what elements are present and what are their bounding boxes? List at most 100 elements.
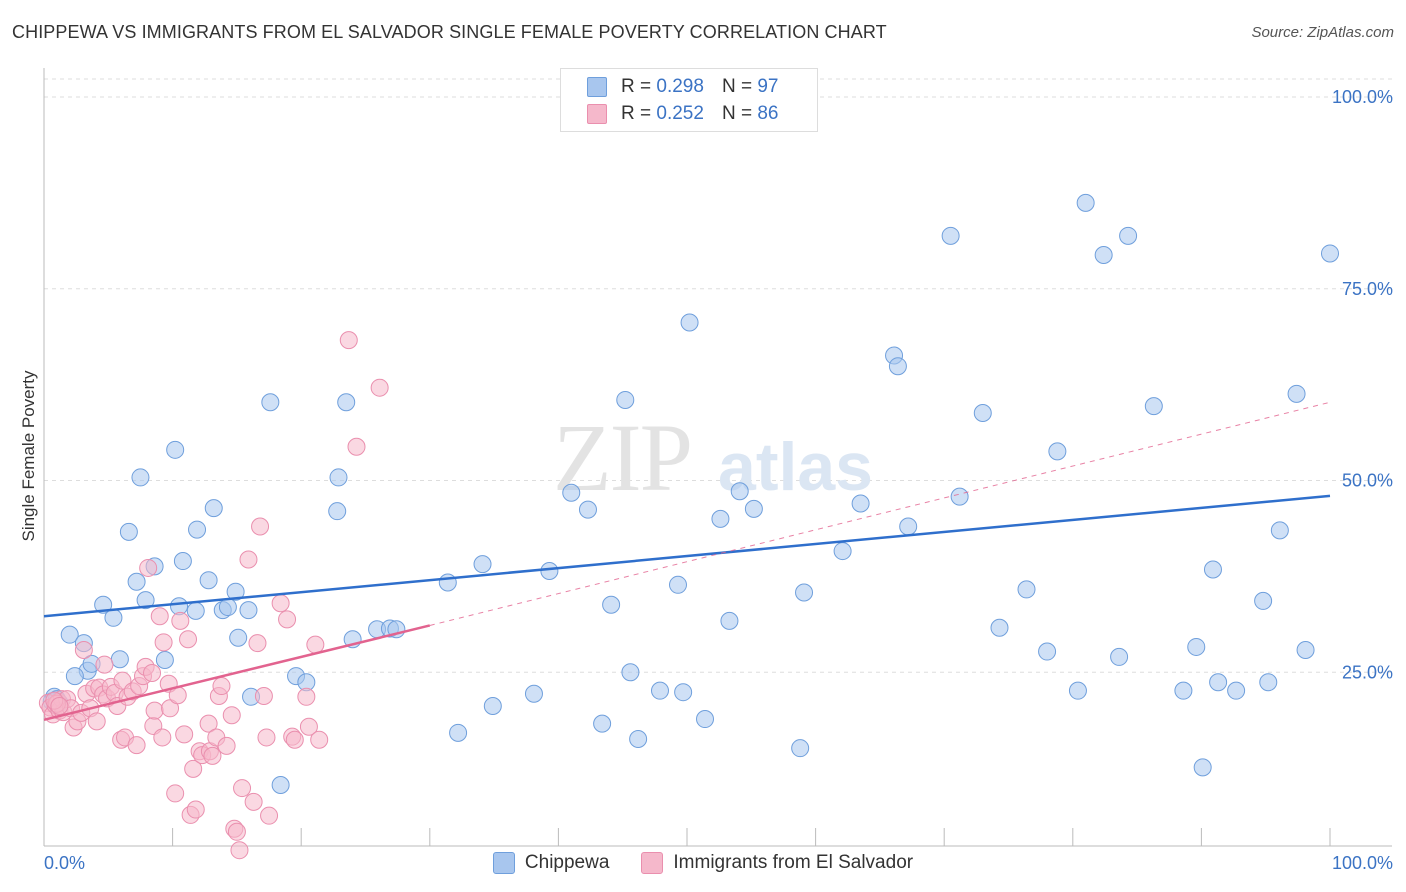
el-salvador-trend-line (43, 624, 431, 722)
el-salvador-point (370, 378, 389, 397)
legend-n-label: N = (721, 76, 753, 97)
el-salvador-point (297, 687, 316, 706)
chippewa-point (950, 487, 969, 506)
legend-r-value: 0.252 (656, 103, 704, 124)
chippewa-point (119, 522, 138, 541)
x-tick-label-min: 0.0% (44, 853, 85, 873)
chippewa-point (131, 468, 150, 487)
el-salvador-points (38, 331, 389, 860)
chippewa-point (973, 404, 992, 423)
chippewa-point (696, 710, 715, 729)
chippewa-point (261, 393, 280, 412)
el-salvador-point (248, 634, 267, 653)
chippewa-point (524, 684, 543, 703)
series-label-el-salvador: Immigrants from El Salvador (673, 852, 914, 873)
chippewa-point (616, 390, 635, 409)
chippewa-point (473, 555, 492, 574)
chippewa-point (1259, 673, 1278, 692)
chippewa-point (730, 482, 749, 501)
chippewa-point (650, 681, 669, 700)
el-salvador-point (310, 730, 329, 749)
chippewa-point (1187, 637, 1206, 656)
series-label-chippewa: Chippewa (524, 852, 610, 873)
chippewa-point (218, 598, 237, 617)
chippewa-point (1227, 681, 1246, 700)
el-salvador-point (50, 696, 69, 715)
el-salvador-point (139, 558, 158, 577)
chippewa-trend-line (43, 494, 1331, 618)
x-tick-label-max: 100.0% (1332, 853, 1393, 873)
chippewa-point (593, 714, 612, 733)
chippewa-point (629, 729, 648, 748)
el-salvador-point (271, 594, 290, 613)
chart-title: CHIPPEWA VS IMMIGRANTS FROM EL SALVADOR … (12, 22, 887, 42)
legend-swatch-chippewa (587, 77, 607, 97)
chippewa-point (1017, 580, 1036, 599)
el-salvador-point (254, 687, 273, 706)
el-salvador-point (127, 736, 146, 755)
el-salvador-point (171, 611, 190, 630)
chippewa-point (204, 499, 223, 518)
el-salvador-point (199, 714, 218, 733)
series-swatch-el-salvador (641, 852, 664, 874)
chippewa-point (329, 468, 348, 487)
el-salvador-trend-extension (429, 401, 1331, 626)
chippewa-point (229, 628, 248, 647)
legend-row-el-salvador: R = 0.252 N = 86 (587, 101, 778, 127)
chippewa-point (1254, 591, 1273, 610)
el-salvador-point (222, 706, 241, 725)
chippewa-point (711, 509, 730, 528)
chippewa-point (1048, 442, 1067, 461)
chippewa-point (1193, 758, 1212, 777)
y-tick-label: 25.0% (1342, 662, 1393, 682)
series-swatch-chippewa (492, 852, 515, 874)
el-salvador-point (233, 779, 252, 798)
chippewa-point (127, 572, 146, 591)
chippewa-point (1110, 647, 1129, 666)
y-tick-label: 75.0% (1342, 279, 1393, 299)
el-salvador-point (87, 712, 106, 731)
axes (43, 68, 1392, 847)
chippewa-point (1203, 560, 1222, 579)
chippewa-point (166, 440, 185, 459)
chippewa-point (483, 696, 502, 715)
y-axis-label: Single Female Poverty (19, 370, 38, 542)
chippewa-point (833, 542, 852, 561)
chippewa-point (1321, 244, 1339, 263)
series-legend-el-salvador[interactable]: Immigrants from El Salvador (641, 852, 913, 874)
chippewa-point (60, 625, 79, 644)
chippewa-point (1270, 521, 1289, 540)
chippewa-point (337, 393, 356, 412)
chippewa-point (899, 517, 918, 536)
chippewa-point (104, 608, 123, 627)
el-salvador-point (74, 641, 93, 660)
el-salvador-point (150, 607, 169, 626)
chippewa-point (1068, 681, 1087, 700)
el-salvador-point (299, 717, 318, 736)
chippewa-point (1076, 193, 1095, 212)
el-salvador-point (239, 550, 258, 569)
chippewa-point (1038, 642, 1057, 661)
chippewa-point (188, 520, 207, 539)
chippewa-point (199, 571, 218, 590)
chippewa-point (1094, 246, 1113, 265)
el-salvador-point (339, 331, 358, 350)
chippewa-point (186, 601, 205, 620)
el-salvador-point (95, 655, 114, 674)
legend-row-chippewa: R = 0.298 N = 97 (587, 74, 778, 100)
el-salvador-point (186, 800, 205, 819)
chippewa-point (1209, 673, 1228, 692)
el-salvador-point (179, 630, 198, 649)
el-salvador-point (217, 736, 236, 755)
series-legend-chippewa[interactable]: Chippewa (492, 852, 610, 874)
el-salvador-point (278, 610, 297, 629)
legend-r-value: 0.298 (656, 76, 704, 97)
chippewa-point (94, 595, 113, 614)
chippewa-point (155, 650, 174, 669)
legend-n-label: N = (721, 103, 753, 124)
chippewa-point (540, 562, 559, 581)
el-salvador-point (285, 730, 304, 749)
chippewa-point (851, 494, 870, 513)
chippewa-point (621, 663, 640, 682)
